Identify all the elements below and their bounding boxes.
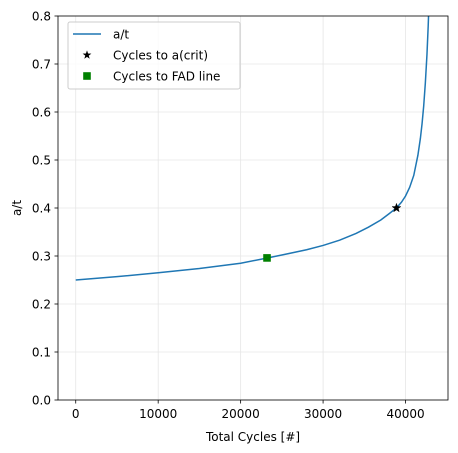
- y-tick-label: 0.4: [32, 201, 51, 215]
- marker-cycles-to-fad-line: [263, 254, 271, 262]
- x-axis: 0 10000 20000 30000 40000: [72, 400, 425, 421]
- y-tick-label: 0.0: [32, 393, 51, 407]
- legend-square-swatch: [83, 72, 91, 80]
- legend-star-swatch: [82, 50, 92, 59]
- x-tick-label: 20000: [222, 407, 260, 421]
- plot-area: [75, 16, 430, 281]
- legend-entry-cycles-to-fad-line: Cycles to FAD line: [113, 69, 220, 83]
- legend-box: [67, 21, 241, 90]
- x-tick-label: 0: [72, 407, 80, 421]
- y-tick-label: 0.8: [32, 9, 51, 23]
- y-axis-label: a/t: [10, 200, 24, 216]
- y-tick-label: 0.6: [32, 105, 51, 119]
- x-tick-label: 30000: [304, 407, 342, 421]
- y-tick-label: 0.5: [32, 153, 51, 167]
- x-axis-label: Total Cycles [#]: [205, 430, 300, 444]
- series-layer: [75, 16, 430, 281]
- legend: a/t Cycles to a(crit) Cycles to FAD line: [67, 21, 241, 90]
- legend-entry-cycles-to-a-crit: Cycles to a(crit): [113, 48, 208, 62]
- y-tick-label: 0.1: [32, 345, 51, 359]
- y-axis: 0.0 0.1 0.2 0.3 0.4 0.5 0.6 0.7 0.8: [32, 9, 58, 407]
- x-tick-label: 10000: [139, 407, 177, 421]
- x-tick-label: 40000: [386, 407, 424, 421]
- legend-entry-a-t: a/t: [113, 27, 129, 41]
- y-tick-label: 0.7: [32, 57, 51, 71]
- y-tick-label: 0.2: [32, 297, 51, 311]
- series-line-a-t: [75, 16, 430, 281]
- marker-cycles-to-a-crit: [391, 202, 402, 213]
- y-tick-label: 0.3: [32, 249, 51, 263]
